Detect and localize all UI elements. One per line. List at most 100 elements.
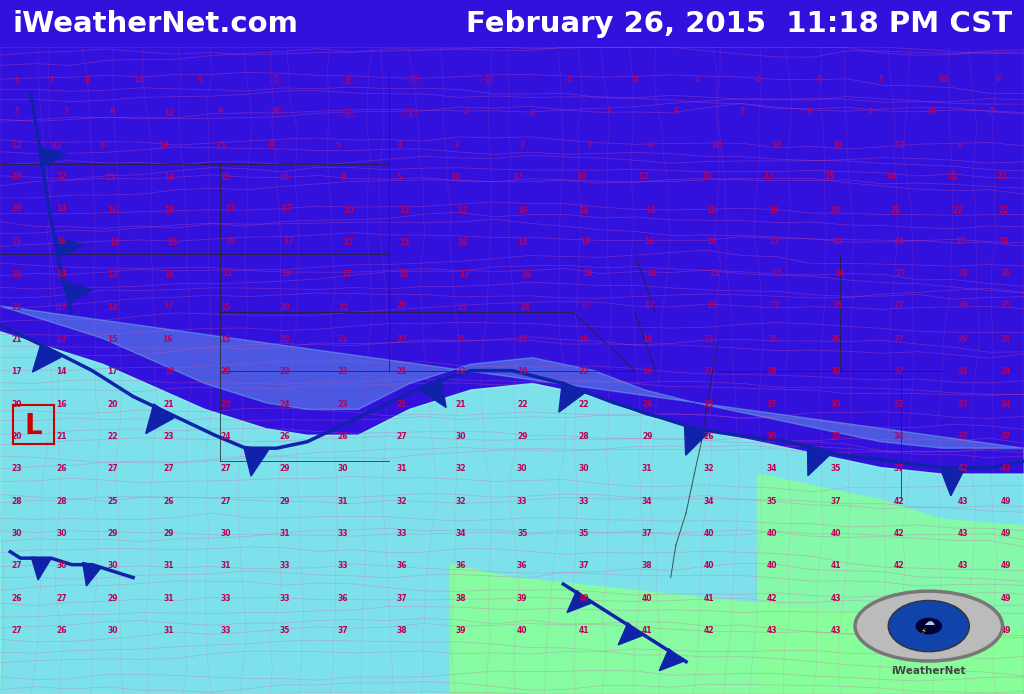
- Text: 21: 21: [222, 269, 232, 278]
- Text: 27: 27: [767, 400, 777, 409]
- Text: 22: 22: [396, 335, 407, 344]
- Polygon shape: [55, 237, 83, 258]
- Text: 27: 27: [108, 464, 118, 473]
- Text: 30: 30: [338, 464, 348, 473]
- Polygon shape: [451, 565, 1024, 694]
- Text: 43: 43: [957, 497, 968, 506]
- Text: 20: 20: [396, 301, 407, 310]
- Text: 22: 22: [703, 335, 714, 344]
- Text: 27: 27: [11, 626, 22, 635]
- Text: 17: 17: [11, 367, 22, 376]
- Text: 7: 7: [606, 108, 612, 117]
- Text: 32: 32: [396, 497, 407, 506]
- Text: 22: 22: [517, 400, 527, 409]
- Text: 9: 9: [84, 76, 90, 85]
- Text: 34: 34: [703, 497, 714, 506]
- Text: 23: 23: [338, 400, 348, 409]
- Text: 23: 23: [11, 464, 22, 473]
- Text: 49: 49: [1000, 497, 1011, 506]
- Text: 10: 10: [517, 205, 527, 214]
- Text: 3: 3: [345, 109, 351, 118]
- Text: 42: 42: [767, 594, 777, 603]
- Text: 35: 35: [767, 497, 777, 506]
- Text: 20: 20: [108, 400, 118, 409]
- Text: 22: 22: [579, 400, 589, 409]
- Polygon shape: [40, 146, 68, 167]
- Text: February 26, 2015  11:18 PM CST: February 26, 2015 11:18 PM CST: [466, 10, 1012, 37]
- Text: 37: 37: [957, 432, 968, 441]
- Text: 19: 19: [517, 367, 527, 376]
- Text: 49: 49: [1000, 561, 1011, 570]
- Text: 27: 27: [894, 335, 904, 344]
- Text: 12: 12: [11, 141, 22, 150]
- Text: 21: 21: [396, 400, 407, 409]
- Text: 35: 35: [579, 529, 589, 538]
- Text: 35: 35: [517, 529, 527, 538]
- Text: 35: 35: [830, 464, 841, 473]
- Text: 42: 42: [894, 529, 904, 538]
- Text: 30: 30: [56, 529, 67, 538]
- Text: 15: 15: [220, 303, 230, 312]
- Text: 38: 38: [642, 561, 652, 570]
- Text: 34: 34: [1000, 367, 1011, 376]
- Text: 19: 19: [11, 172, 22, 181]
- Text: 23: 23: [164, 432, 174, 441]
- Text: 30: 30: [56, 561, 67, 570]
- Text: 20: 20: [280, 303, 290, 312]
- Text: 17: 17: [284, 237, 294, 246]
- Text: 7: 7: [519, 141, 525, 150]
- Text: 49: 49: [1000, 626, 1011, 635]
- Text: 19: 19: [282, 269, 292, 278]
- Text: 21: 21: [947, 172, 957, 181]
- Text: 14: 14: [579, 205, 589, 214]
- Text: 27: 27: [164, 464, 174, 473]
- Text: 25: 25: [767, 335, 777, 344]
- Ellipse shape: [855, 591, 1002, 661]
- Text: 31: 31: [164, 561, 174, 570]
- Text: 38: 38: [396, 626, 407, 635]
- Text: 28: 28: [579, 432, 589, 441]
- Text: 21: 21: [458, 303, 468, 312]
- Text: 17: 17: [282, 205, 292, 213]
- Text: 31: 31: [1000, 335, 1011, 344]
- Text: 7: 7: [63, 108, 70, 117]
- Text: 16: 16: [458, 238, 468, 247]
- Text: 27: 27: [894, 301, 904, 310]
- Text: 29: 29: [280, 464, 290, 473]
- Text: 33: 33: [579, 497, 589, 506]
- Text: 22: 22: [280, 367, 290, 376]
- Text: 33: 33: [220, 594, 230, 603]
- Polygon shape: [684, 425, 709, 455]
- Text: 5: 5: [273, 75, 280, 84]
- Polygon shape: [559, 382, 585, 412]
- Text: 3: 3: [396, 141, 402, 150]
- Text: 10: 10: [712, 141, 722, 150]
- Text: 9: 9: [806, 108, 812, 117]
- Text: 33: 33: [396, 529, 407, 538]
- Text: 17: 17: [644, 301, 654, 310]
- Text: 21: 21: [338, 335, 348, 344]
- Text: 17: 17: [164, 301, 174, 310]
- Text: 31: 31: [1000, 301, 1011, 310]
- Text: 43: 43: [957, 529, 968, 538]
- Text: 22: 22: [579, 367, 589, 376]
- Text: 13: 13: [56, 335, 67, 344]
- Text: 2: 2: [463, 108, 469, 117]
- Text: 29: 29: [164, 529, 174, 538]
- Text: 26: 26: [11, 594, 22, 603]
- Text: 21: 21: [164, 400, 174, 409]
- Text: 26: 26: [280, 432, 290, 441]
- Text: 33: 33: [338, 561, 348, 570]
- Polygon shape: [32, 557, 50, 580]
- Text: 0: 0: [345, 76, 351, 85]
- Text: 31: 31: [396, 464, 407, 473]
- Text: 45: 45: [957, 626, 968, 635]
- Text: 0: 0: [412, 75, 418, 84]
- Text: 12: 12: [51, 141, 61, 150]
- Text: 31: 31: [1000, 269, 1011, 278]
- Text: 18: 18: [642, 335, 652, 344]
- Text: 41: 41: [830, 561, 841, 570]
- Text: 5: 5: [396, 174, 402, 183]
- Text: 26: 26: [164, 497, 174, 506]
- Text: 22: 22: [996, 172, 1007, 181]
